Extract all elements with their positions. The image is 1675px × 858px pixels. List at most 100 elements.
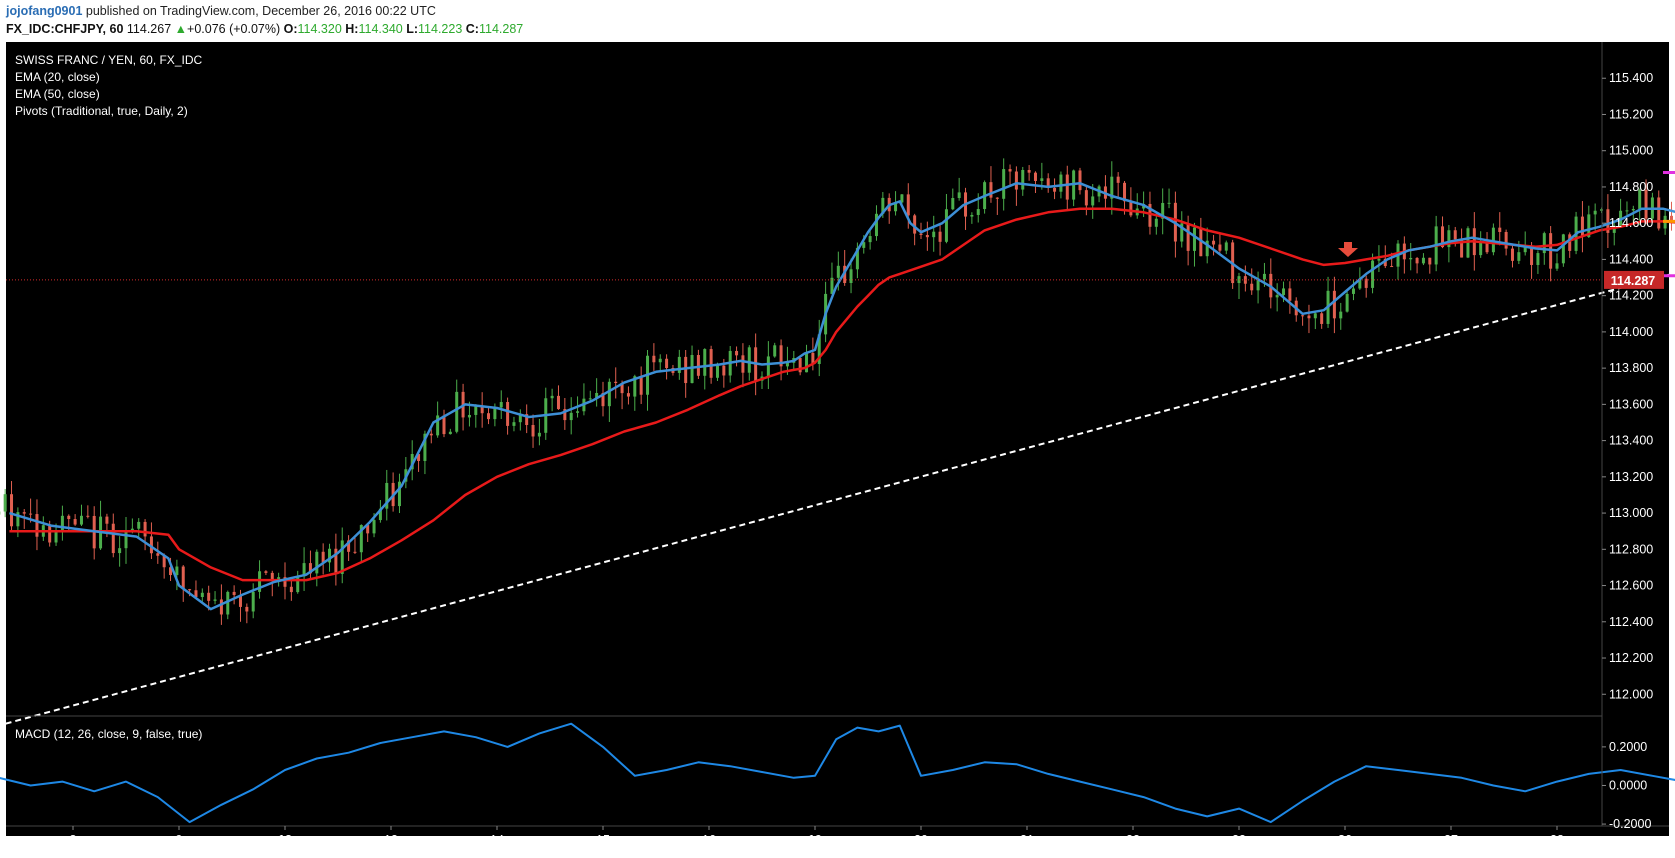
up-candle — [448, 428, 452, 435]
up-candle — [296, 570, 300, 594]
candle-body — [849, 269, 853, 284]
down-candle — [22, 509, 26, 529]
y-tick-label: 113.600 — [1609, 397, 1653, 411]
candle-body — [1441, 226, 1445, 248]
y-tick-label: 114.400 — [1609, 252, 1653, 266]
candle-body — [1046, 178, 1050, 188]
candle-body — [626, 393, 630, 397]
candle-body — [1148, 203, 1152, 227]
trendline — [0, 272, 1675, 727]
price-pane[interactable]: 10.6180.50.3820 — [0, 158, 1675, 734]
candle-body — [1453, 230, 1457, 240]
candle-body — [709, 349, 713, 378]
candle-body — [1218, 244, 1222, 251]
candle-body — [111, 523, 115, 554]
down-candle — [684, 349, 688, 398]
candle-body — [169, 567, 173, 576]
up-candle — [773, 342, 777, 358]
candle-body — [334, 548, 338, 574]
candle-body — [321, 551, 325, 563]
candle-body — [353, 551, 357, 553]
candle-body — [1377, 258, 1381, 261]
candle-body — [989, 182, 993, 198]
candle-body — [213, 599, 217, 601]
candle-body — [162, 555, 166, 568]
candle-body — [245, 606, 249, 612]
up-candle — [1612, 220, 1616, 246]
candle-body — [1084, 190, 1088, 206]
y-tick-label: 113.000 — [1609, 506, 1653, 520]
candle-body — [1371, 260, 1375, 288]
y-tick-label: 112.000 — [1609, 687, 1653, 701]
candle-body — [385, 482, 389, 509]
candle-body — [35, 514, 39, 537]
candle-body — [487, 413, 491, 420]
up-candle — [118, 536, 122, 567]
down-candle — [639, 366, 643, 404]
y-tick-label: 115.200 — [1609, 107, 1653, 121]
candle-body — [315, 551, 319, 574]
up-candle — [455, 379, 459, 434]
close-label: C: — [465, 22, 479, 36]
up-candle — [1002, 158, 1006, 211]
candle-body — [1383, 258, 1387, 267]
candle-body — [1282, 288, 1286, 296]
candle-body — [569, 412, 573, 421]
macd-y-tick-label: 0.0000 — [1609, 778, 1647, 792]
up-candle — [1091, 184, 1095, 219]
x-tick-label: 19 — [808, 833, 822, 847]
candle-body — [1262, 273, 1266, 280]
down-candle — [194, 580, 198, 599]
candle-body — [881, 197, 885, 214]
candle-body — [1523, 245, 1527, 253]
author-link[interactable]: jojofang0901 — [6, 4, 83, 18]
up-candle — [633, 374, 637, 411]
down-candle — [264, 570, 268, 576]
candle-body — [976, 209, 980, 215]
candle-body — [283, 577, 287, 587]
up-candle — [385, 469, 389, 521]
candle-body — [207, 592, 211, 601]
down-arrow-icon — [1338, 242, 1358, 257]
down-candle — [1027, 165, 1031, 181]
ohlc-bar: FX_IDC:CHFJPY, 60 114.267 ▲+0.076 (+0.07… — [6, 22, 523, 38]
candle-body — [601, 392, 605, 407]
candle-body — [175, 566, 179, 576]
ema20-line — [9, 182, 1675, 611]
candle-body — [773, 345, 777, 357]
candle-body — [1021, 169, 1025, 190]
up-candle — [849, 258, 853, 294]
candle-body — [1593, 210, 1597, 215]
down-candle — [111, 513, 115, 558]
down-candle — [601, 381, 605, 417]
down-candle — [1218, 233, 1222, 253]
down-candle — [181, 565, 185, 602]
candle-body — [855, 247, 859, 270]
up-candle — [518, 409, 522, 431]
candle-body — [1555, 263, 1559, 269]
x-tick-label: 14 — [490, 833, 504, 847]
candle-body — [1186, 223, 1190, 251]
down-candle — [149, 522, 153, 559]
up-candle — [1339, 302, 1343, 330]
up-candle — [1224, 240, 1228, 255]
up-candle — [1154, 213, 1158, 235]
up-candle — [1536, 250, 1540, 274]
x-tick-label: 28 — [1550, 833, 1564, 847]
candle-body — [1116, 176, 1120, 183]
x-tick-label: 23 — [1232, 833, 1246, 847]
x-tick-label: 16 — [702, 833, 716, 847]
candle-body — [1033, 172, 1037, 181]
y-tick-label: 114.000 — [1609, 325, 1653, 339]
price-axis-background[interactable] — [1602, 42, 1669, 836]
macd-pane[interactable] — [0, 722, 1675, 824]
candle-body — [347, 540, 351, 552]
down-candle — [480, 392, 484, 428]
candle-body — [226, 591, 230, 615]
candle-body — [703, 349, 707, 376]
down-candle — [321, 543, 325, 575]
publish-text: published on TradingView.com, December 2… — [82, 4, 436, 18]
candle-body — [906, 194, 910, 216]
candle-body — [919, 233, 923, 235]
